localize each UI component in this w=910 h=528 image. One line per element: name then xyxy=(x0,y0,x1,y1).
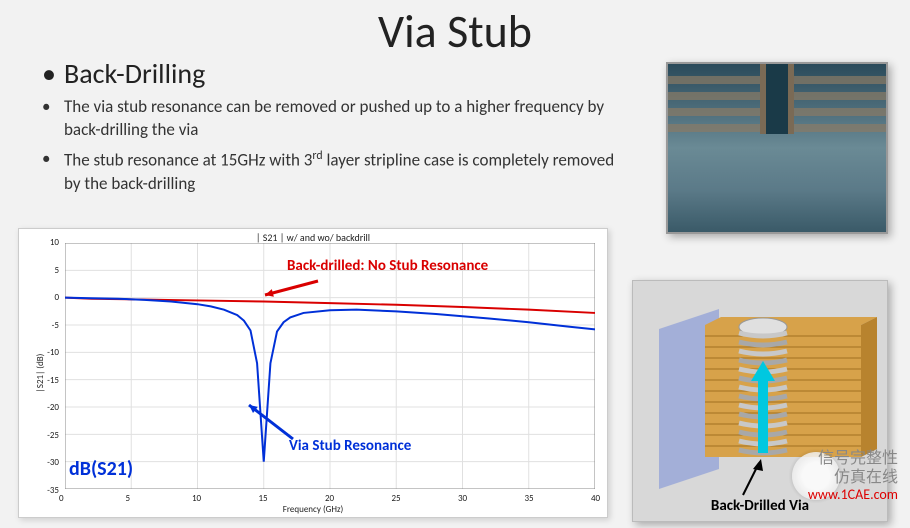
xtick: 25 xyxy=(392,493,401,504)
ytick: 0 xyxy=(54,292,59,303)
bullet-main: Back-Drilling xyxy=(42,58,634,90)
xtick: 5 xyxy=(126,493,131,504)
chart-xlabel: Frequency (GHz) xyxy=(19,504,607,515)
ytick: -10 xyxy=(47,347,59,358)
bullet-sub-2-sup: rd xyxy=(312,149,322,163)
chart-annotation-red: Back-drilled: No Stub Resonance xyxy=(287,257,488,275)
ytick: -5 xyxy=(52,320,59,331)
chart-annotation-blue: Via Stub Resonance xyxy=(289,437,411,455)
content-area: Back-Drilling The via stub resonance can… xyxy=(0,58,910,528)
render-svg xyxy=(633,281,889,523)
backdrill-3d-render: Back-Drilled Via xyxy=(632,280,888,522)
ytick: -20 xyxy=(47,402,59,413)
chart-db-label: dB(S21) xyxy=(69,457,133,481)
render-label: Back-Drilled Via xyxy=(633,497,887,515)
xtick: 10 xyxy=(192,493,201,504)
ytick: -30 xyxy=(47,457,59,468)
ytick: 5 xyxy=(54,265,59,276)
s21-chart: | S21 | w/ and wo/ backdrill |S21| (dB) … xyxy=(18,228,608,518)
xtick: 0 xyxy=(59,493,64,504)
ytick: -35 xyxy=(47,485,59,496)
xtick: 20 xyxy=(325,493,334,504)
xtick: 30 xyxy=(458,493,467,504)
via-cross-section-photo xyxy=(666,62,888,234)
bullet-sub-2: The stub resonance at 15GHz with 3rd lay… xyxy=(42,148,634,196)
bullet-list: Back-Drilling The via stub resonance can… xyxy=(14,58,634,196)
xtick: 40 xyxy=(591,493,600,504)
ytick: -25 xyxy=(47,430,59,441)
bullet-sub-1: The via stub resonance can be removed or… xyxy=(42,96,634,142)
bullet-sub-2-pre: The stub resonance at 15GHz with 3 xyxy=(64,150,312,171)
chart-ylabel: |S21| (dB) xyxy=(35,354,46,393)
xtick: 35 xyxy=(525,493,534,504)
watermark-logo-icon xyxy=(792,452,840,500)
ytick: 10 xyxy=(50,237,59,248)
ytick: -15 xyxy=(47,375,59,386)
slide-title: Via Stub xyxy=(0,0,910,60)
xtick: 15 xyxy=(259,493,268,504)
